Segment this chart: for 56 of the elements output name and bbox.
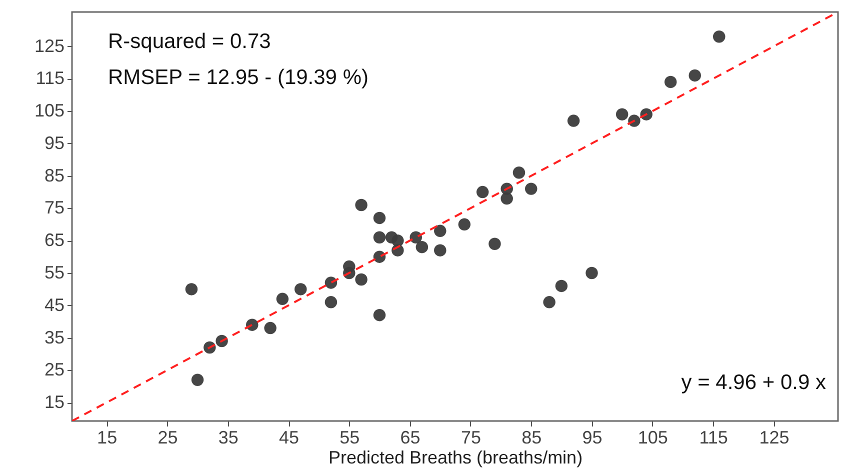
point: [434, 224, 446, 238]
point: [586, 266, 598, 280]
point: [500, 192, 513, 205]
x-tick-label: 75: [460, 428, 481, 448]
x-tick-label: 125: [759, 428, 790, 448]
point: [488, 238, 501, 250]
x-tick-label: 105: [638, 428, 668, 448]
point: [276, 292, 289, 306]
point: [373, 212, 386, 224]
y-tick-label: 125: [34, 36, 64, 56]
y-tick-label: 45: [44, 294, 64, 315]
y-tick-label: 35: [44, 327, 64, 348]
y-tick-label: 95: [44, 132, 64, 153]
point: [185, 283, 198, 296]
annotation: R-squared = 0.73: [108, 30, 271, 53]
y-tick-label: 75: [44, 198, 64, 218]
x-axis-title: Predicted Breaths (breaths/min): [328, 448, 583, 468]
annotation: RMSEP = 12.95 - (19.39 %): [108, 66, 368, 89]
x-tick-label: 15: [97, 428, 118, 448]
x-tick-label: 95: [582, 428, 602, 448]
point: [373, 308, 386, 322]
x-tick-label: 45: [279, 428, 300, 448]
point: [555, 280, 568, 292]
point: [713, 30, 726, 43]
x-tick-label: 35: [218, 428, 238, 448]
point: [355, 273, 368, 286]
x-tick-label: 55: [340, 428, 360, 448]
point: [616, 108, 628, 120]
point: [373, 231, 386, 244]
y-tick-label: 65: [44, 230, 64, 250]
point: [476, 186, 489, 198]
y-tick-label: 15: [44, 392, 64, 412]
point: [434, 244, 446, 256]
point: [294, 283, 307, 296]
point: [191, 374, 204, 386]
annotation: y = 4.96 + 0.9 x: [681, 371, 826, 394]
point: [416, 240, 428, 254]
y-tick-label: 115: [36, 68, 64, 88]
x-tick-label: 65: [400, 428, 420, 448]
y-tick-label: 105: [34, 100, 64, 121]
point: [324, 296, 338, 308]
point: [355, 198, 368, 212]
point: [664, 76, 677, 88]
point: [524, 182, 538, 195]
x-tick-label: 85: [522, 428, 542, 448]
y-tick-label: 25: [44, 360, 64, 380]
point: [688, 69, 701, 82]
point: [512, 166, 526, 179]
point: [458, 218, 471, 231]
point: [567, 114, 580, 127]
point: [264, 322, 276, 334]
x-tick-label: 115: [699, 428, 728, 448]
x-tick-label: 25: [158, 428, 178, 448]
y-tick-label: 55: [44, 262, 64, 283]
point: [543, 296, 556, 308]
y-tick-label: 85: [44, 165, 64, 186]
